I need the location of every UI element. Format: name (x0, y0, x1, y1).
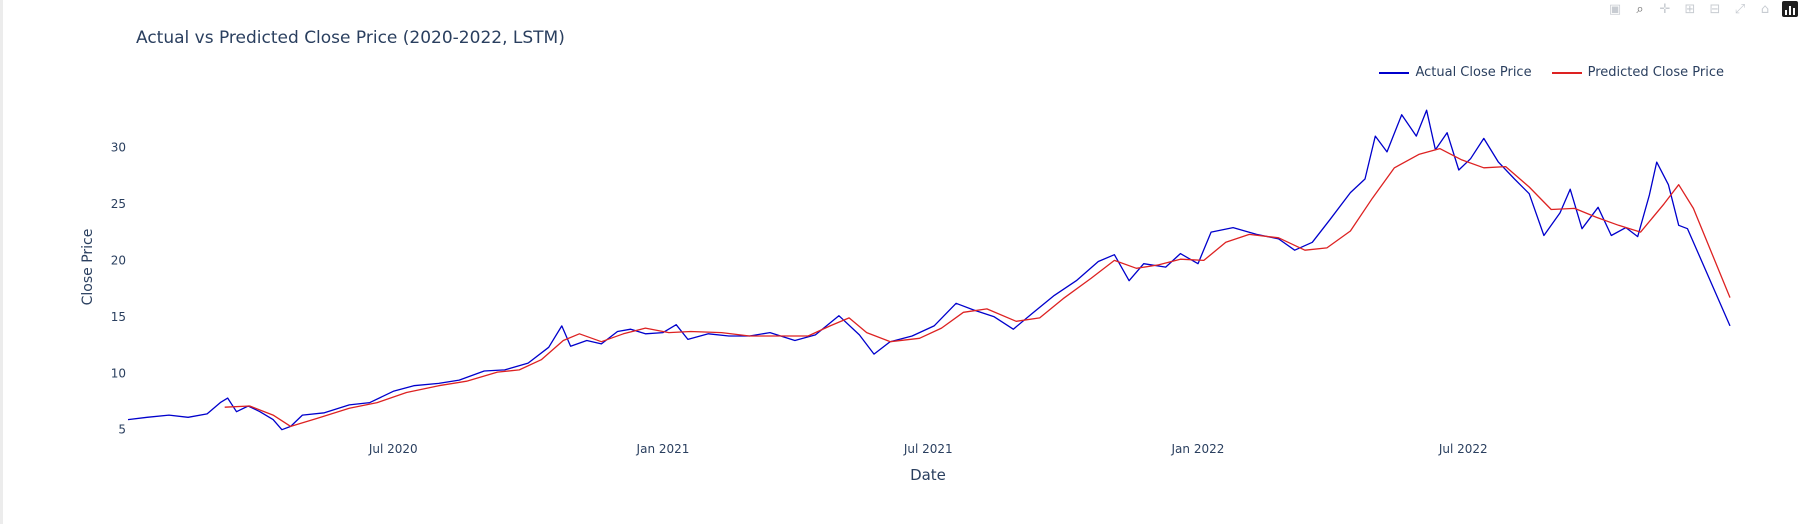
zoom-in-icon[interactable]: ⊞ (1684, 1, 1696, 17)
autoscale-icon[interactable]: ⤢ (1734, 1, 1746, 17)
x-axis-label: Date (910, 466, 946, 484)
x-tick-label: Jul 2021 (903, 442, 953, 456)
legend: Actual Close Price Predicted Close Price (1379, 65, 1724, 80)
x-tick-label: Jul 2022 (1438, 442, 1488, 456)
x-axis-ticks: Jul 2020 Jan 2021 Jul 2021 Jan 2022 Jul 2022 (368, 442, 1488, 456)
y-tick-label: 30 (111, 140, 126, 154)
pan-icon[interactable]: ✛ (1659, 1, 1671, 17)
zoom-icon[interactable]: ⌕ (1636, 1, 1644, 17)
x-tick-label: Jan 2021 (636, 442, 690, 456)
x-tick-label: Jan 2022 (1171, 442, 1225, 456)
y-axis-ticks: 5 10 15 20 25 30 (111, 140, 126, 436)
legend-swatch-actual (1379, 71, 1410, 74)
left-border (0, 0, 3, 524)
camera-icon[interactable]: ▣ (1608, 1, 1622, 17)
legend-label-predicted: Predicted Close Price (1587, 65, 1724, 80)
legend-item-actual[interactable]: Actual Close Price (1379, 65, 1532, 80)
y-axis-label: Close Price (80, 229, 96, 306)
x-tick-label: Jul 2020 (368, 442, 418, 456)
y-tick-label: 20 (111, 253, 126, 267)
predicted-close-price-line[interactable] (224, 147, 1731, 428)
modebar: ▣ ⌕ ✛ ⊞ ⊟ ⤢ ⌂ (1607, 0, 1798, 18)
zoom-out-icon[interactable]: ⊟ (1709, 1, 1721, 17)
legend-swatch-predicted (1551, 71, 1582, 74)
y-tick-label: 25 (111, 197, 126, 211)
legend-label-actual: Actual Close Price (1415, 65, 1532, 80)
actual-close-price-line[interactable] (127, 109, 1731, 431)
series-lines (127, 109, 1731, 431)
reset-axes-icon[interactable]: ⌂ (1760, 1, 1770, 17)
y-tick-label: 15 (111, 310, 126, 324)
y-tick-label: 10 (111, 366, 126, 380)
chart-title: Actual vs Predicted Close Price (2020-20… (136, 28, 565, 48)
legend-item-predicted[interactable]: Predicted Close Price (1551, 65, 1724, 80)
plotly-logo-icon[interactable] (1782, 1, 1798, 17)
y-tick-label: 5 (118, 423, 126, 437)
